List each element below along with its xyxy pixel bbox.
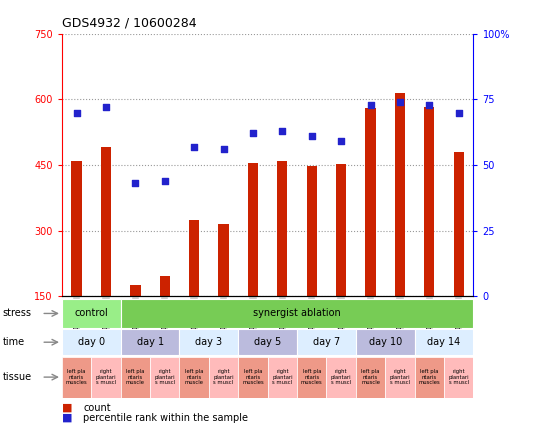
Bar [72,161,82,296]
Text: left pla
ntaris
muscles: left pla ntaris muscles [66,369,88,385]
Bar [189,220,199,296]
Text: ■: ■ [62,403,73,413]
Point [366,101,375,108]
Text: percentile rank within the sample: percentile rank within the sample [83,412,249,423]
Bar [336,164,346,296]
Bar [415,357,444,398]
Text: left pla
ntaris
muscle: left pla ntaris muscle [185,369,204,385]
Text: day 5: day 5 [254,337,281,347]
Bar [307,166,317,296]
Text: left pla
ntaris
muscle: left pla ntaris muscle [126,369,145,385]
Bar [356,329,415,355]
Bar [62,329,121,355]
Bar [62,357,91,398]
Text: tissue: tissue [3,372,32,382]
Text: control: control [74,308,108,319]
Text: synergist ablation: synergist ablation [253,308,341,319]
Text: day 7: day 7 [313,337,340,347]
Bar [385,357,415,398]
Bar [62,299,121,328]
Point [102,104,110,111]
Text: GDS4932 / 10600284: GDS4932 / 10600284 [62,16,196,29]
Bar [444,357,473,398]
Point [337,138,345,145]
Text: day 3: day 3 [195,337,222,347]
Bar [267,357,297,398]
Bar [327,357,356,398]
Text: time: time [3,337,25,347]
Point [72,109,81,116]
Bar [121,357,150,398]
Point [220,146,228,153]
Text: stress: stress [3,308,32,319]
Point [249,130,257,137]
Bar [356,357,385,398]
Text: left pla
ntaris
muscles: left pla ntaris muscles [419,369,440,385]
Bar [297,329,356,355]
Text: count: count [83,403,111,413]
Bar [121,329,180,355]
Bar [218,224,229,296]
Point [455,109,463,116]
Bar [180,329,238,355]
Point [278,127,287,134]
Point [131,180,140,187]
Text: right
plantari
s muscl: right plantari s muscl [213,369,234,385]
Text: day 0: day 0 [77,337,105,347]
Bar [150,357,180,398]
Bar [160,277,170,296]
Text: day 10: day 10 [369,337,402,347]
Bar [297,357,327,398]
Text: day 14: day 14 [427,337,461,347]
Bar [248,163,258,296]
Text: right
plantari
s muscl: right plantari s muscl [272,369,293,385]
Point [395,99,404,105]
Bar [415,329,473,355]
Bar [454,152,464,296]
Bar [130,285,140,296]
Bar [238,329,297,355]
Text: left pla
ntaris
muscles: left pla ntaris muscles [242,369,264,385]
Bar [238,357,268,398]
Text: day 1: day 1 [137,337,164,347]
Text: left pla
ntaris
muscles: left pla ntaris muscles [301,369,323,385]
Bar [395,93,405,296]
Text: right
plantari
s muscl: right plantari s muscl [96,369,116,385]
Bar [180,357,209,398]
Bar [277,162,287,296]
Bar [424,107,435,296]
Bar [101,148,111,296]
Bar [209,357,238,398]
Bar [365,108,376,296]
Text: ■: ■ [62,412,73,423]
Point [160,177,169,184]
Point [190,143,199,150]
Text: right
plantari
s muscl: right plantari s muscl [154,369,175,385]
Text: right
plantari
s muscl: right plantari s muscl [449,369,469,385]
Text: right
plantari
s muscl: right plantari s muscl [390,369,410,385]
Text: left pla
ntaris
muscle: left pla ntaris muscle [361,369,380,385]
Bar [91,357,121,398]
Bar [121,299,473,328]
Point [425,101,434,108]
Point [307,133,316,140]
Text: right
plantari
s muscl: right plantari s muscl [331,369,351,385]
